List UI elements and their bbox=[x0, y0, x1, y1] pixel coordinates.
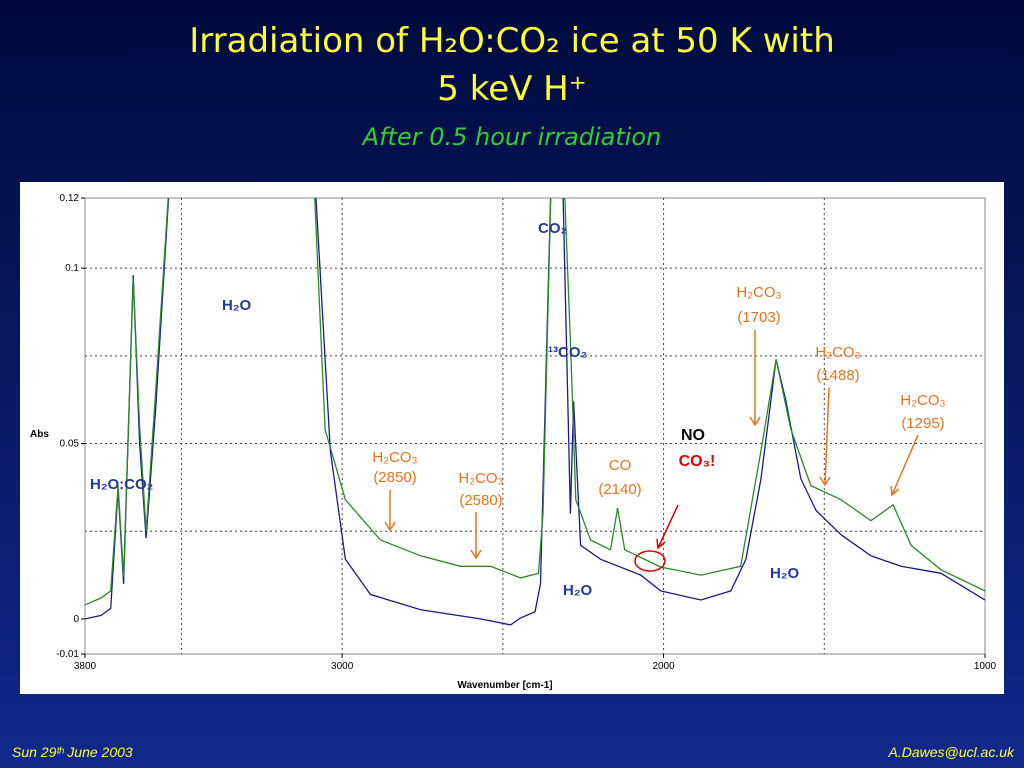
annotation: H₂O bbox=[563, 582, 592, 599]
annotation: CO₂ bbox=[538, 220, 567, 237]
arrow bbox=[656, 504, 679, 550]
annotation: CO bbox=[609, 457, 632, 474]
annotation: ¹³CO₂ bbox=[548, 344, 587, 361]
title: 5 keV H⁺ bbox=[437, 69, 586, 109]
arrow bbox=[384, 490, 396, 532]
annotation: (2140) bbox=[598, 481, 641, 498]
annotation: NO bbox=[681, 427, 705, 444]
annotation: H₂CO₃ bbox=[736, 284, 781, 301]
annotation: (1295) bbox=[901, 415, 944, 432]
x-tick-label: 2000 bbox=[652, 661, 675, 672]
x-tick-label: 1000 bbox=[974, 661, 997, 672]
y-tick-label: 0.05 bbox=[60, 439, 80, 450]
footer-right: A.Dawes@ucl.ac.uk bbox=[888, 744, 1015, 760]
highlight-circle bbox=[634, 550, 666, 572]
annotation: H₂O bbox=[770, 565, 799, 582]
arrows bbox=[384, 330, 919, 572]
annotation: H₂CO₃ bbox=[372, 449, 417, 466]
arrow bbox=[749, 330, 761, 427]
x-axis-label: Wavenumber [cm-1] bbox=[457, 680, 552, 691]
plot-frame bbox=[84, 197, 986, 655]
y-tick-label: 0.1 bbox=[65, 263, 79, 274]
annotation: H₂CO₃ bbox=[900, 392, 945, 409]
subtitle: After 0.5 hour irradiation bbox=[361, 123, 662, 151]
annotation: (2850) bbox=[373, 469, 416, 486]
plot-panel bbox=[20, 182, 1004, 694]
annotation: (1703) bbox=[737, 309, 780, 326]
y-axis-label: Abs bbox=[30, 429, 49, 440]
annotation: (1488) bbox=[816, 367, 859, 384]
annotation: CO₃! bbox=[679, 453, 716, 470]
annotation: (2580) bbox=[459, 492, 502, 509]
title: Irradiation of H₂O:CO₂ ice at 50 K with bbox=[189, 21, 835, 61]
y-tick-label: -0.01 bbox=[56, 649, 79, 660]
arrow bbox=[819, 387, 831, 487]
annotation: H₂CO₃ bbox=[458, 470, 503, 487]
arrow bbox=[890, 434, 919, 497]
footer-left: Sun 29ᵗʰ June 2003 bbox=[12, 744, 133, 760]
annotations: CO₂ ¹³CO₂ H₂O H₂O:CO₂ H₂CO₃ (2850) H₂CO₃… bbox=[90, 220, 946, 599]
x-tick-label: 3000 bbox=[331, 661, 354, 672]
spectrum-line bbox=[85, 198, 985, 606]
annotation: H₂CO₃ bbox=[815, 344, 860, 361]
y-tick-label: 0.12 bbox=[60, 193, 80, 204]
arrow bbox=[470, 512, 482, 560]
y-tick-label: 0 bbox=[73, 614, 79, 625]
x-tick-label: 3800 bbox=[74, 661, 97, 672]
annotation: H₂O bbox=[222, 297, 251, 314]
annotation: H₂O:CO₂ bbox=[90, 476, 153, 493]
